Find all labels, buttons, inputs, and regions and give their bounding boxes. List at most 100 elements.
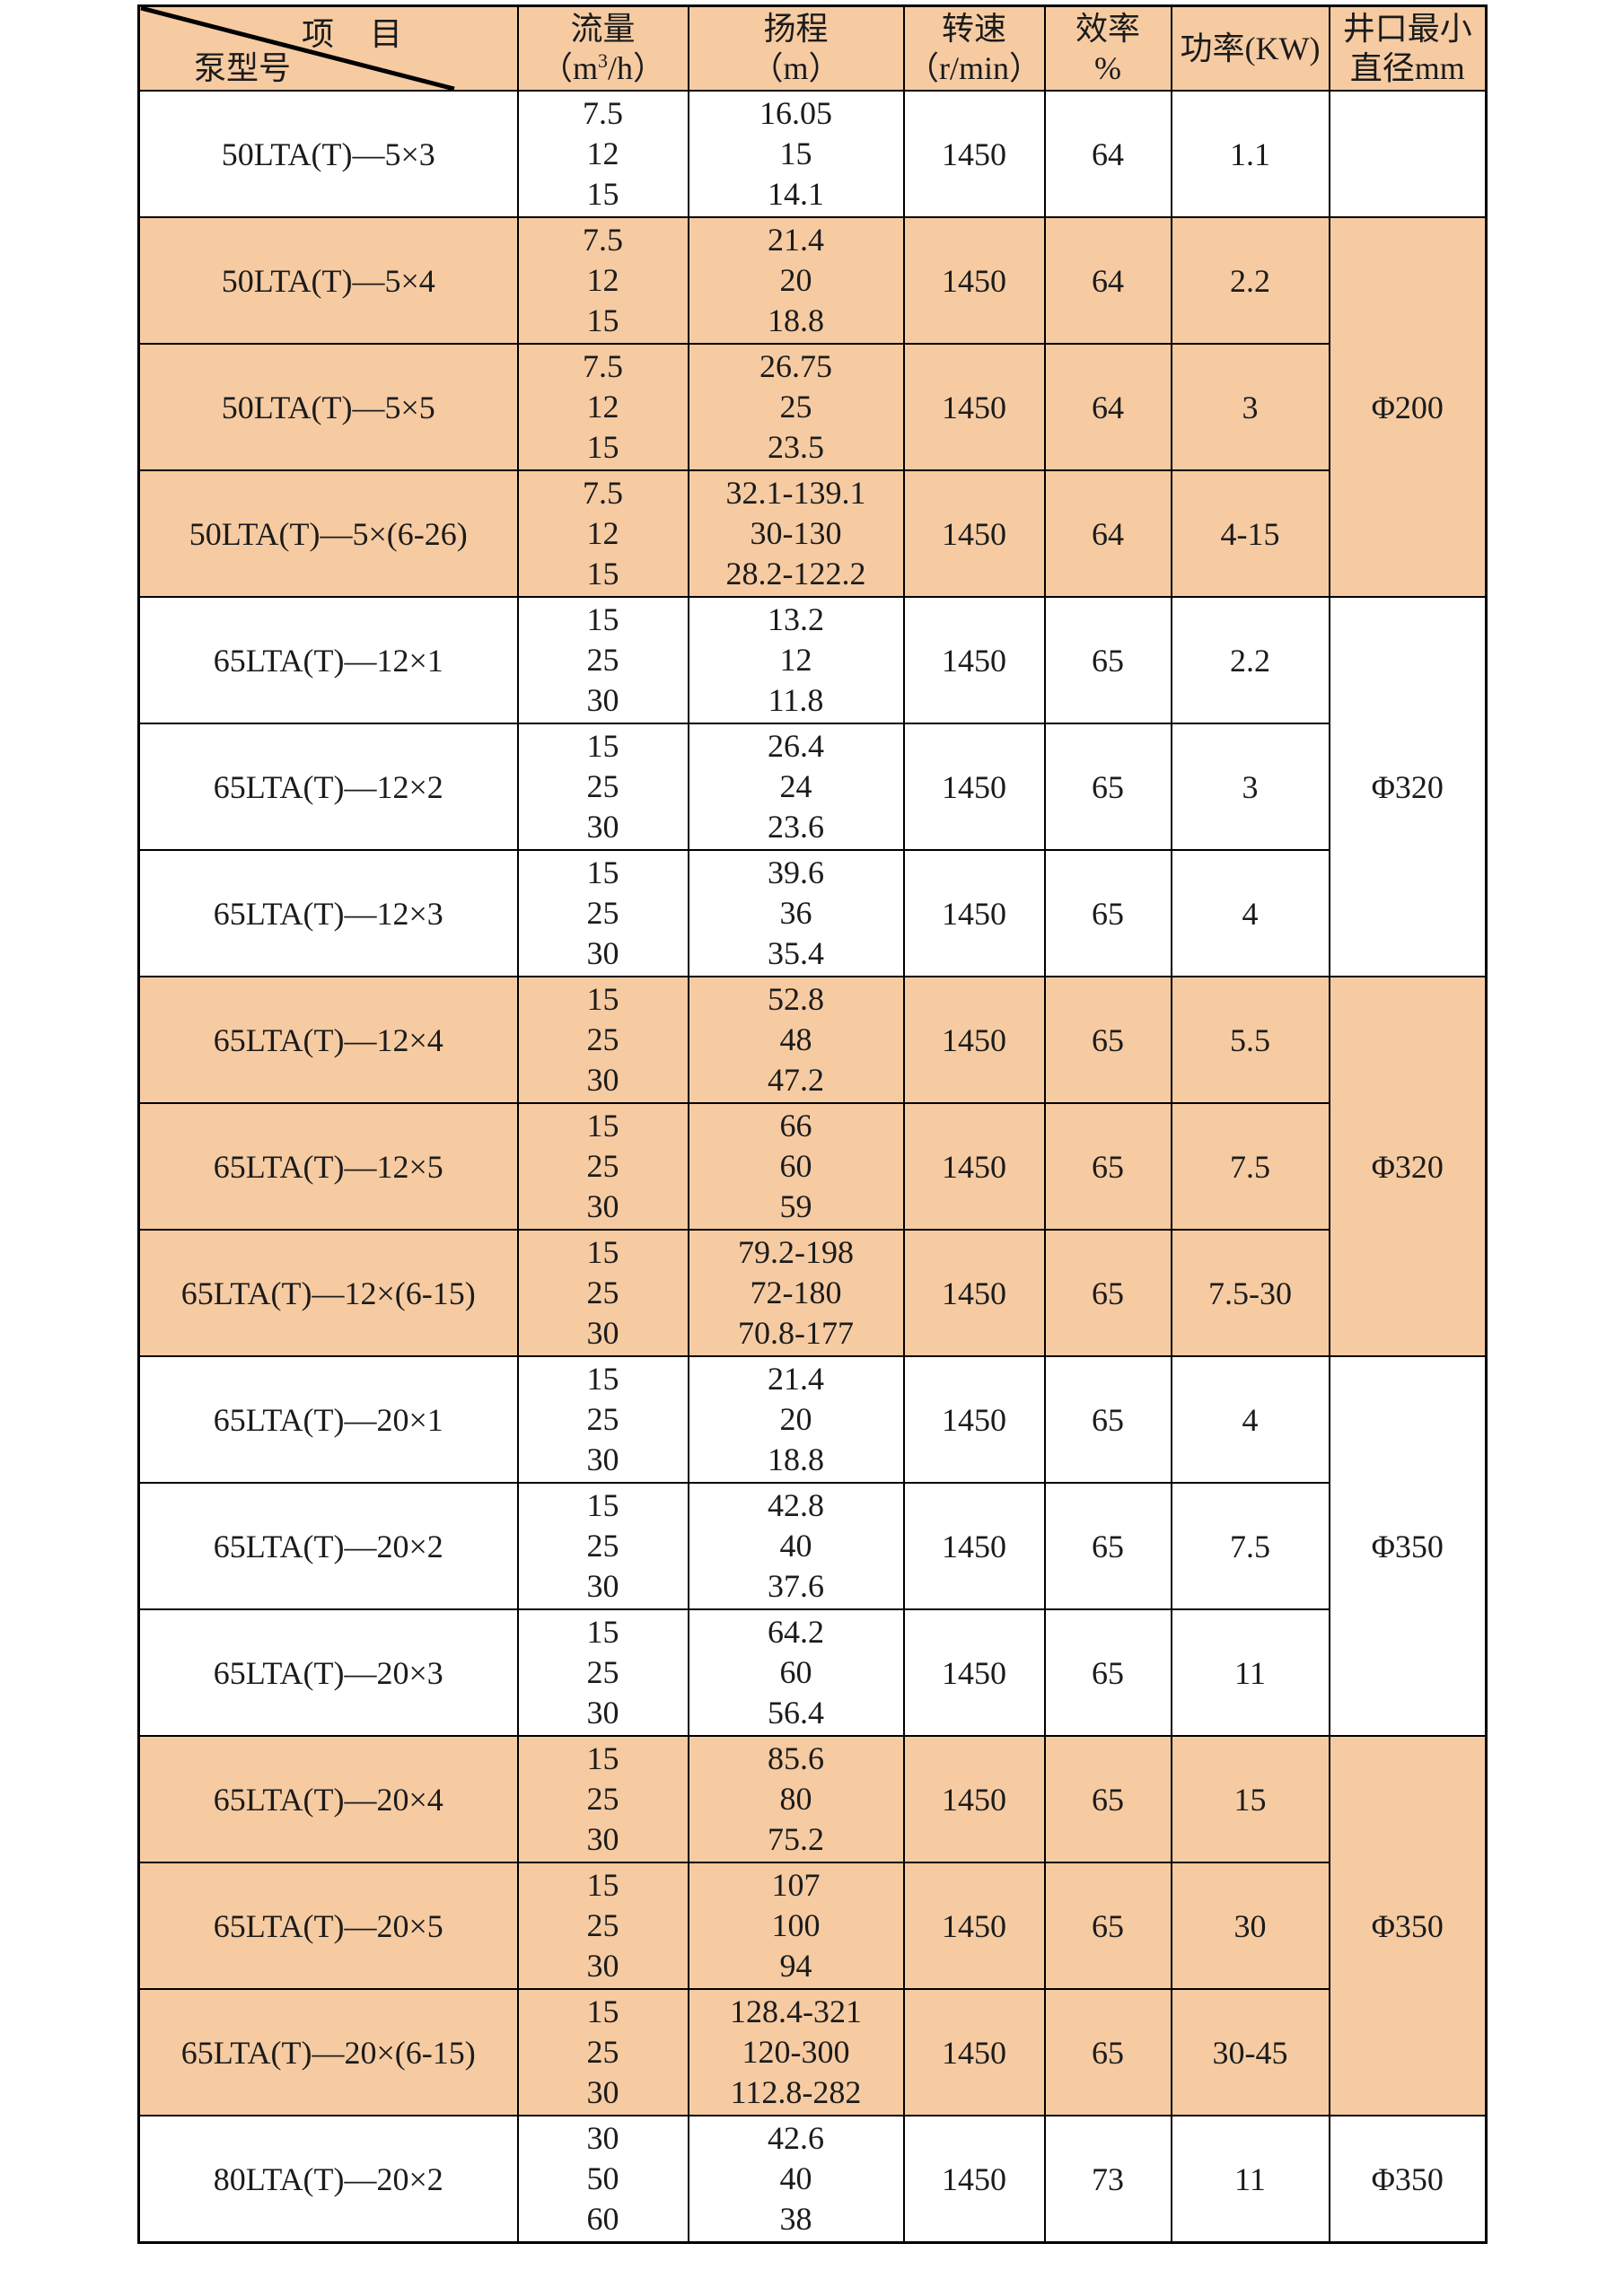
well-diameter-cell — [1328, 90, 1488, 218]
power-cell: 11 — [1170, 2115, 1330, 2244]
table-row: 65LTA(T)—12×(6-15) 15 25 30 79.2-198 72-180… — [137, 1229, 1487, 1357]
head-cell: 21.4 20 18.8 — [687, 1355, 905, 1484]
head-cell: 64.2 60 56.4 — [687, 1608, 905, 1737]
table-row: 50LTA(T)—5×4 7.5 12 15 21.4 20 18.8 1450 64 … — [137, 216, 1488, 598]
efficiency-cell: 64 — [1043, 343, 1172, 471]
flow-cell: 7.5 12 15 — [516, 90, 689, 218]
head-cell: 79.2-198 72-180 70.8-177 — [687, 1229, 905, 1357]
speed-cell: 1450 — [902, 216, 1046, 345]
header-speed: 转速 （r/min） — [902, 4, 1046, 92]
power-cell: 4 — [1170, 1355, 1330, 1484]
flow-cell: 15 25 30 — [516, 1102, 689, 1231]
efficiency-cell: 65 — [1043, 1229, 1172, 1357]
head-cell: 128.4-321 120-300 112.8-282 — [687, 1988, 905, 2116]
power-cell: 15 — [1170, 1735, 1330, 1863]
header-row: 项 目 泵型号 流量 （m3/h） 扬程 （m） 转速 （r/min） 效率 %… — [137, 4, 1488, 92]
pump-model-cell: 65LTA(T)—12×1 — [137, 596, 519, 724]
header-item-label: 项 目 — [302, 16, 405, 52]
header-flow-unit: （m3/h） — [540, 49, 666, 86]
power-cell: 2.2 — [1170, 596, 1330, 724]
efficiency-cell: 65 — [1043, 1102, 1172, 1231]
pump-model-cell: 65LTA(T)—20×5 — [137, 1862, 519, 1990]
well-diameter-cell: Φ200 — [1328, 216, 1488, 598]
header-well-line2: 直径mm — [1349, 50, 1465, 86]
header-well-line1: 井口最小 — [1342, 11, 1472, 47]
table-row: 65LTA(T)—20×4 15 25 30 85.6 80 75.2 1450 65 … — [137, 1735, 1488, 2116]
power-cell: 11 — [1170, 1608, 1330, 1737]
power-cell: 3 — [1170, 723, 1330, 851]
speed-cell: 1450 — [902, 1482, 1046, 1610]
table-row: 65LTA(T)—20×(6-15) 15 25 30 128.4-321 120-3… — [137, 1988, 1487, 2116]
pump-model-cell: 50LTA(T)—5×4 — [137, 216, 519, 345]
head-cell: 21.4 20 18.8 — [687, 216, 905, 345]
efficiency-cell: 65 — [1043, 1482, 1172, 1610]
pump-model-cell: 65LTA(T)—20×(6-15) — [137, 1988, 519, 2116]
speed-cell: 1450 — [902, 90, 1046, 218]
well-diameter-cell: Φ320 — [1328, 596, 1488, 977]
pump-spec-table: 项 目 泵型号 流量 （m3/h） 扬程 （m） 转速 （r/min） 效率 %… — [137, 4, 1488, 2244]
speed-cell: 1450 — [902, 1102, 1046, 1231]
flow-cell: 15 25 30 — [516, 976, 689, 1104]
speed-cell: 1450 — [902, 2115, 1046, 2244]
header-speed-title: 转速 — [941, 11, 1006, 47]
head-cell: 52.8 48 47.2 — [687, 976, 905, 1104]
pump-model-cell: 65LTA(T)—12×3 — [137, 849, 519, 977]
speed-cell: 1450 — [902, 1988, 1046, 2116]
head-cell: 42.6 40 38 — [687, 2115, 905, 2244]
header-head: 扬程 （m） — [687, 4, 905, 92]
power-cell: 3 — [1170, 343, 1330, 471]
head-cell: 16.05 15 14.1 — [687, 90, 905, 218]
power-cell: 7.5 — [1170, 1102, 1330, 1231]
header-efficiency: 效率 % — [1043, 4, 1172, 92]
efficiency-cell: 64 — [1043, 469, 1172, 598]
flow-cell: 15 25 30 — [516, 1735, 689, 1863]
header-pump-model-label: 泵型号 — [194, 50, 292, 86]
flow-cell: 15 25 30 — [516, 1988, 689, 2116]
efficiency-cell: 65 — [1043, 1608, 1172, 1737]
table-row: 65LTA(T)—20×3 15 25 30 64.2 60 56.4 1450 65 … — [137, 1608, 1487, 1737]
speed-cell: 1450 — [902, 976, 1046, 1104]
efficiency-cell: 65 — [1043, 1735, 1172, 1863]
table-row: 65LTA(T)—20×5 15 25 30 107 100 94 1450 65 30 — [137, 1862, 1487, 1990]
efficiency-cell: 65 — [1043, 1862, 1172, 1990]
speed-cell: 1450 — [902, 469, 1046, 598]
flow-cell: 30 50 60 — [516, 2115, 689, 2244]
efficiency-cell: 65 — [1043, 1355, 1172, 1484]
efficiency-cell: 65 — [1043, 1988, 1172, 2116]
head-cell: 26.75 25 23.5 — [687, 343, 905, 471]
pump-model-cell: 65LTA(T)—20×1 — [137, 1355, 519, 1484]
head-cell: 107 100 94 — [687, 1862, 905, 1990]
pump-model-cell: 65LTA(T)—20×4 — [137, 1735, 519, 1863]
pump-model-cell: 50LTA(T)—5×3 — [137, 90, 519, 218]
flow-cell: 15 25 30 — [516, 723, 689, 851]
table-row: 65LTA(T)—12×1 15 25 30 13.2 12 11.8 1450 65 … — [137, 596, 1488, 977]
head-cell: 39.6 36 35.4 — [687, 849, 905, 977]
efficiency-cell: 65 — [1043, 976, 1172, 1104]
diagonal-header-cell: 项 目 泵型号 — [137, 4, 519, 92]
speed-cell: 1450 — [902, 1862, 1046, 1990]
table-row: 50LTA(T)—5×3 7.5 12 15 16.05 15 14.1 1450 64… — [137, 90, 1488, 218]
header-power-title: 功率(KW) — [1180, 31, 1321, 66]
speed-cell: 1450 — [902, 596, 1046, 724]
power-cell: 30-45 — [1170, 1988, 1330, 2116]
head-cell: 26.4 24 23.6 — [687, 723, 905, 851]
pump-model-cell: 65LTA(T)—20×2 — [137, 1482, 519, 1610]
flow-cell: 15 25 30 — [516, 1355, 689, 1484]
speed-cell: 1450 — [902, 723, 1046, 851]
well-diameter-cell: Φ320 — [1328, 976, 1488, 1357]
head-cell: 66 60 59 — [687, 1102, 905, 1231]
efficiency-cell: 65 — [1043, 596, 1172, 724]
power-cell: 4 — [1170, 849, 1330, 977]
flow-cell: 15 25 30 — [516, 596, 689, 724]
header-flow: 流量 （m3/h） — [516, 4, 689, 92]
pump-model-cell: 80LTA(T)—20×2 — [137, 2115, 519, 2244]
header-speed-unit: （r/min） — [907, 50, 1041, 86]
header-head-title: 扬程 — [763, 11, 829, 47]
power-cell: 7.5-30 — [1170, 1229, 1330, 1357]
power-cell: 4-15 — [1170, 469, 1330, 598]
speed-cell: 1450 — [902, 849, 1046, 977]
diagonal-line — [140, 7, 455, 90]
table-row: 65LTA(T)—20×1 15 25 30 21.4 20 18.8 1450 65 … — [137, 1355, 1488, 1737]
efficiency-cell: 65 — [1043, 849, 1172, 977]
efficiency-cell: 64 — [1043, 90, 1172, 218]
